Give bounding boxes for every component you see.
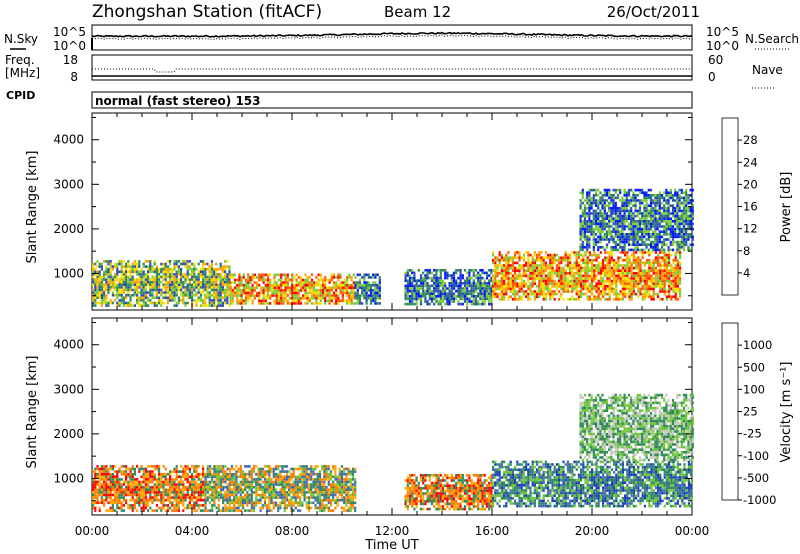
colorbar-tick-label: 24 xyxy=(743,155,758,169)
nsky-label: N.Sky xyxy=(4,32,38,46)
beam-title: Beam 12 xyxy=(384,3,451,21)
colorbar-tick-label: 25 xyxy=(743,405,758,419)
echo-region xyxy=(404,474,493,511)
power-ylabel: Slant Range [km] xyxy=(25,151,40,264)
colorbar-tick-label: -100 xyxy=(743,449,769,463)
freq-label-line1: Freq. xyxy=(5,53,35,67)
velocity-colorbar-label: Velocity [m s⁻¹] xyxy=(779,362,794,463)
y-tick-label: 4000 xyxy=(53,338,84,352)
nsearch-tick-bottom: 10^0 xyxy=(706,39,739,53)
echo-region xyxy=(229,273,355,305)
x-tick-label: 04:00 xyxy=(175,524,210,538)
date-title: 26/Oct/2011 xyxy=(607,3,700,21)
colorbar-tick-label: 4 xyxy=(743,266,750,280)
y-tick-label: 3000 xyxy=(53,382,84,396)
velocity-panel: 1000 2000 3000 4000 1000 500 100 25 -25 -100 -500 -… xyxy=(53,317,776,516)
x-tick-label: 00:00 xyxy=(75,524,110,538)
nsky-tick-bottom: 10^0 xyxy=(53,39,86,53)
y-tick-label: 2000 xyxy=(53,427,84,441)
x-tick-label: 00:00 xyxy=(675,524,710,538)
x-tick-label: 08:00 xyxy=(275,524,310,538)
nsearch-tick-top: 10^5 xyxy=(706,25,739,39)
echo-region xyxy=(204,465,357,512)
cpid-text: normal (fast stereo) 153 xyxy=(95,94,261,108)
x-tick-label: 16:00 xyxy=(475,524,510,538)
y-tick-label: 2000 xyxy=(53,222,84,236)
nave-tick-bottom: 0 xyxy=(708,70,716,84)
y-tick-label: 3000 xyxy=(53,177,84,191)
echo-region xyxy=(404,269,493,306)
nsky-tick-top: 10^5 xyxy=(53,25,86,39)
colorbar-tick-label: 8 xyxy=(743,244,750,258)
freq-tick-bottom: 8 xyxy=(70,70,78,84)
colorbar-tick-label: -25 xyxy=(743,427,762,441)
echo-region xyxy=(92,260,231,307)
colorbar-tick-label: -1000 xyxy=(743,493,776,507)
echo-region xyxy=(354,273,381,305)
echo-region xyxy=(92,465,207,512)
freq-strip xyxy=(91,54,693,81)
freq-tick-top: 18 xyxy=(63,53,78,67)
echo-region xyxy=(492,460,693,508)
x-tick-labels: 00:00 04:00 08:00 12:00 16:00 20:00 00:00 xyxy=(75,524,710,538)
echo-region xyxy=(579,188,694,252)
cpid-label: CPID xyxy=(6,89,35,102)
echo-region xyxy=(492,251,682,301)
colorbar-tick-label: 28 xyxy=(743,133,758,147)
nsky-strip xyxy=(91,24,693,51)
colorbar-tick-label: 100 xyxy=(743,382,765,396)
colorbar-tick-label: -500 xyxy=(743,471,769,485)
x-tick-label: 12:00 xyxy=(375,524,410,538)
nave-tick-top: 60 xyxy=(708,53,723,67)
power-panel: 1000 2000 3000 4000 28 24 20 16 12 8 4 xyxy=(53,112,758,311)
colorbar-tick-label: 1000 xyxy=(743,338,772,352)
x-tick-label: 20:00 xyxy=(575,524,610,538)
colorbar-tick-label: 500 xyxy=(743,360,765,374)
y-tick-label: 4000 xyxy=(53,133,84,147)
colorbar-tick-label: 12 xyxy=(743,222,758,236)
velocity-ylabel: Slant Range [km] xyxy=(25,356,40,469)
freq-label-line2: [MHz] xyxy=(5,66,40,80)
x-axis-label: Time UT xyxy=(364,538,418,553)
station-title: Zhongshan Station (fitACF) xyxy=(92,2,322,22)
y-tick-label: 1000 xyxy=(53,266,84,280)
nsearch-label: N.Search xyxy=(745,32,799,46)
nave-label: Nave xyxy=(752,63,783,77)
y-tick-label: 1000 xyxy=(53,471,84,485)
power-colorbar-label: Power [dB] xyxy=(779,172,794,243)
echo-region xyxy=(579,393,694,462)
colorbar-tick-label: 16 xyxy=(743,200,758,214)
colorbar-tick-label: 20 xyxy=(743,177,758,191)
